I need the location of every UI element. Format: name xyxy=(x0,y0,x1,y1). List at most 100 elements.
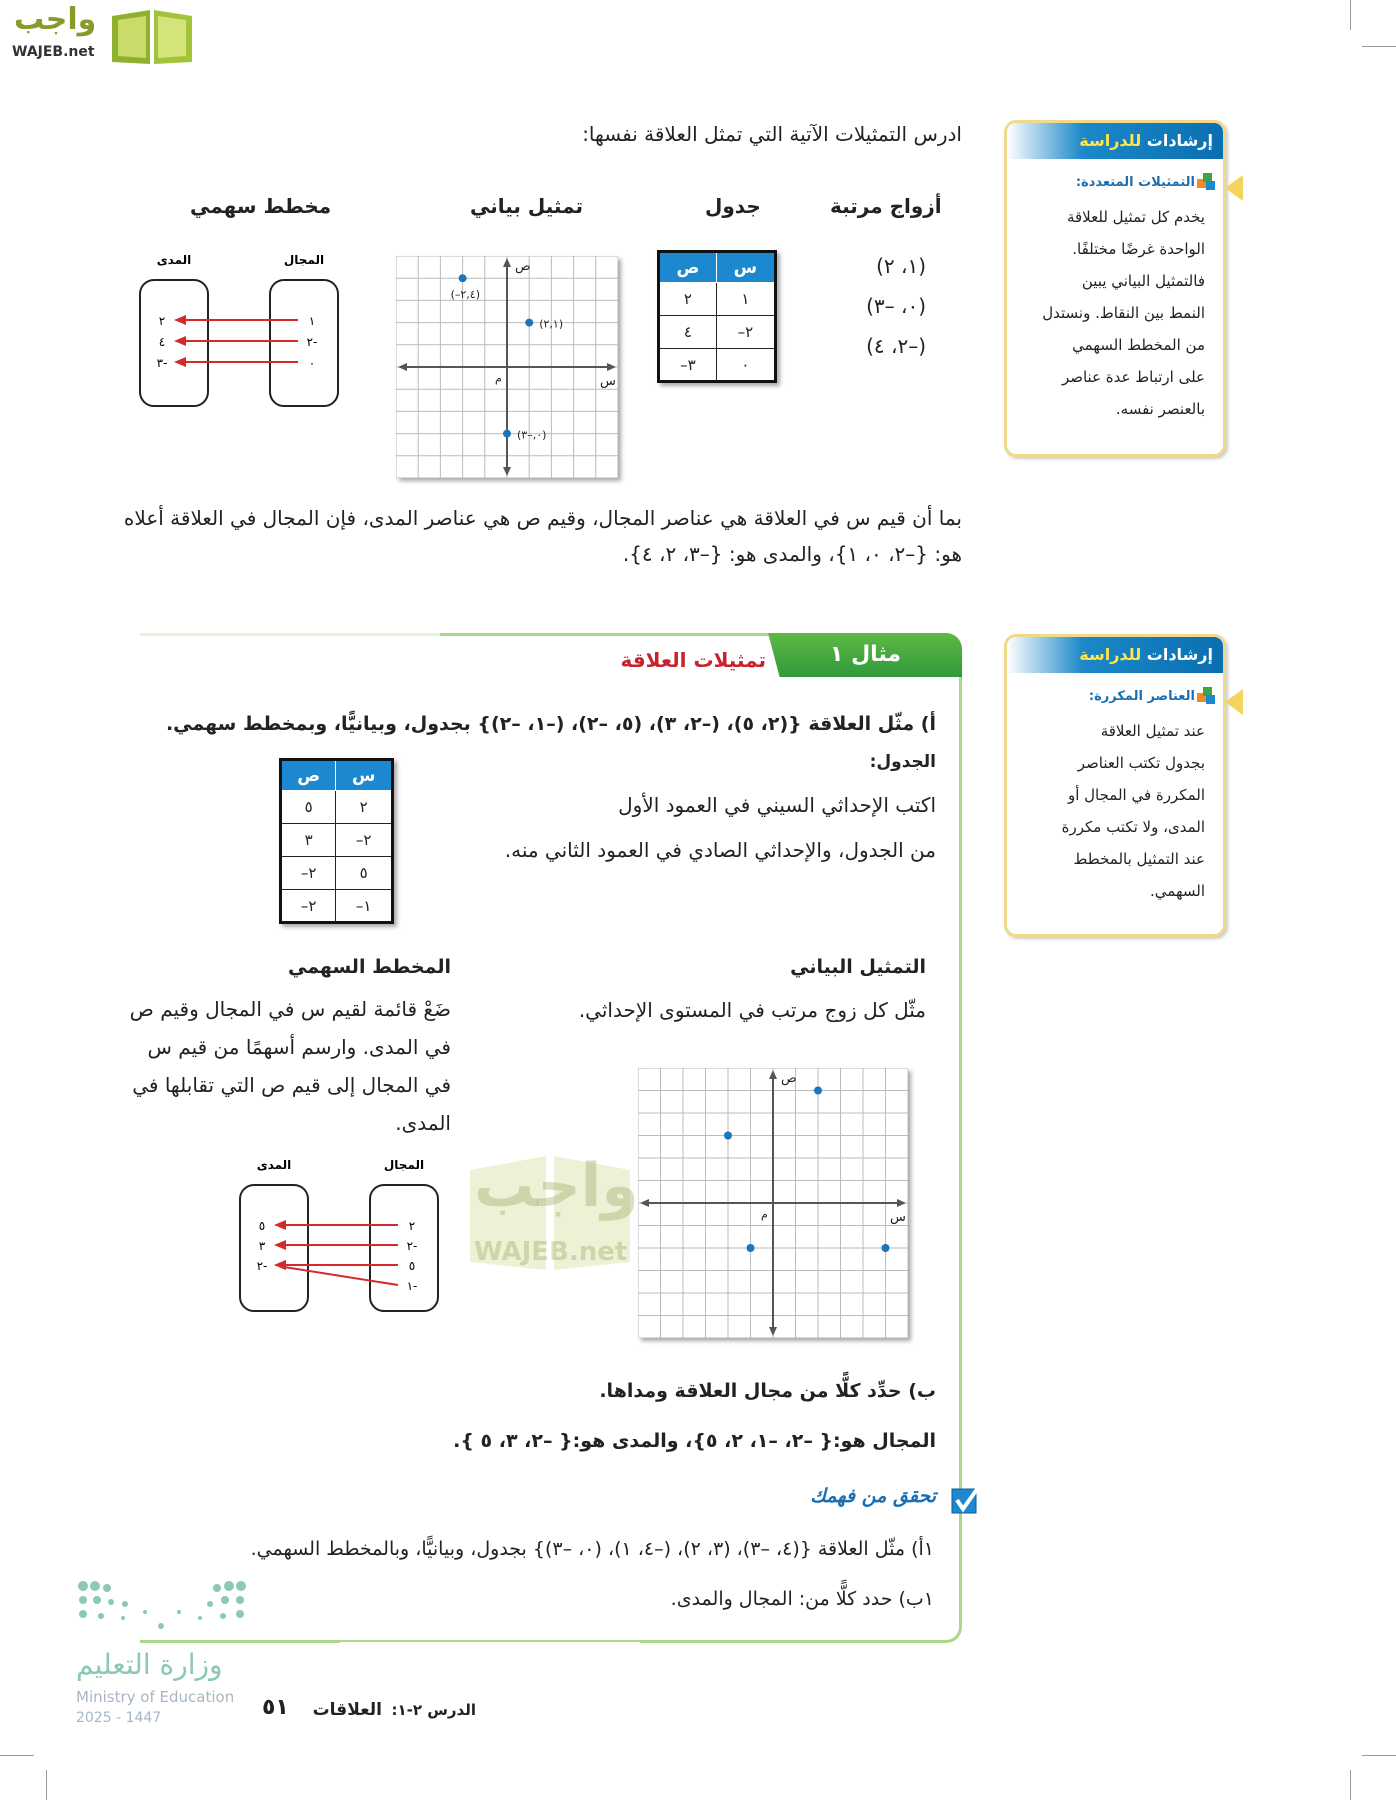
footer-lesson: الدرس ٢-١: العلاقات xyxy=(313,1700,476,1720)
domain-value: ٥ xyxy=(409,1259,415,1273)
tip-line: النمط بين النقاط. ونستدل xyxy=(1042,304,1205,322)
tip-header-b: للدراسة xyxy=(1079,131,1142,150)
example-tab-label: مثال ١ xyxy=(830,642,902,667)
domain-label: المجال xyxy=(384,1158,424,1172)
table-row: ٥ ٢– xyxy=(279,856,393,890)
cell: ٤ xyxy=(658,315,717,349)
range-value: ٢- xyxy=(257,1259,268,1273)
cell: ٣ xyxy=(279,823,337,857)
example-part-b: ب) حدِّد كلًّا من مجال العلاقة ومداها. xyxy=(599,1380,936,1402)
tip-header-a: إرشادات xyxy=(1146,131,1213,150)
ministry-name-english: Ministry of Education xyxy=(76,1688,235,1706)
footer-lesson-number: الدرس ٢-١: xyxy=(391,1701,476,1719)
range-box xyxy=(239,1184,309,1312)
puzzle-icon xyxy=(1197,687,1215,704)
mapping-text-line: في المدى. وارسم أسهمًا من قيم س xyxy=(147,1035,452,1059)
cell: ٣– xyxy=(658,348,717,382)
mapping-heading: المخطط السهمي xyxy=(287,956,451,978)
tip-pointer xyxy=(1225,689,1243,715)
tip-header: إرشادات للدراسة xyxy=(1007,637,1223,673)
cell: ٢– xyxy=(335,823,393,857)
data-point xyxy=(503,429,511,438)
point-label: (–٢,٤) xyxy=(451,288,480,301)
intro-coordinate-graph: س ص م (–٢,٤) (٢,١) (٠,–٣) xyxy=(396,256,618,478)
point-label: (٢,١) xyxy=(539,318,563,331)
cell: ٢– xyxy=(279,889,337,923)
cell: ٢ xyxy=(658,282,717,316)
heading-pairs: أزواج مرتبة xyxy=(830,194,942,218)
x-axis-label: س xyxy=(600,374,616,389)
domain-box xyxy=(269,279,339,407)
tip-line: على ارتباط عدة عناصر xyxy=(1061,368,1205,386)
table-text-2: من الجدول، والإحداثي الصادي في العمود ال… xyxy=(504,838,936,862)
domain-value: ٠ xyxy=(309,356,315,370)
example-part-a: أ) مثّل العلاقة {(٢، ٥)، (–٢، ٣)، (٥، –٢… xyxy=(165,713,936,735)
graph-heading: التمثيل البياني xyxy=(790,956,926,978)
example-coordinate-graph: س ص م xyxy=(638,1068,908,1338)
cell: ١– xyxy=(335,889,393,923)
data-point xyxy=(458,274,467,283)
tip-line: يخدم كل تمثيل للعلاقة xyxy=(1066,208,1205,226)
intro-instruction: ادرس التمثيلات الآتية التي تمثل العلاقة … xyxy=(582,122,962,146)
example-tab xyxy=(768,633,962,677)
domain-value: ٢ xyxy=(409,1219,415,1233)
wajeb-logo[interactable]: واجب WAJEB.net xyxy=(6,2,196,68)
ordered-pair: (١، ٢) xyxy=(876,254,926,278)
tip-pointer xyxy=(1225,175,1243,201)
cell: ٥ xyxy=(279,790,337,824)
study-tip-multiple-representations: إرشادات للدراسة التمثيلات المتعددة: يخدم… xyxy=(1004,120,1243,457)
heading-table: جدول xyxy=(705,194,761,218)
domain-value: ٢- xyxy=(407,1239,418,1253)
range-label: المدى xyxy=(257,1158,292,1172)
table-header-x: س xyxy=(715,251,777,283)
data-point xyxy=(525,318,534,327)
range-box xyxy=(139,279,209,407)
cell: ١ xyxy=(715,282,777,316)
logo-latin: WAJEB.net xyxy=(12,44,95,60)
tip-line: السهمي. xyxy=(1150,882,1205,900)
crop-mark xyxy=(1350,0,1351,30)
tip-line: المدى، ولا تكتب مكررة xyxy=(1061,818,1205,836)
watermark-book-icon xyxy=(470,1156,630,1270)
tip-header-a: إرشادات xyxy=(1146,645,1213,664)
fade xyxy=(140,633,440,637)
footer-lesson-title: العلاقات xyxy=(312,1700,382,1720)
x-axis-label: س xyxy=(890,1210,906,1225)
cell: ٢ xyxy=(335,790,393,824)
example-title: تمثيلات العلاقة xyxy=(620,648,766,672)
page-number: ٥١ xyxy=(262,1695,289,1720)
fade xyxy=(340,1642,640,1646)
mapping-arrowhead xyxy=(274,1240,286,1250)
tip-subtitle: التمثيلات المتعددة: xyxy=(1075,175,1195,190)
cell: ٢– xyxy=(279,856,337,890)
tip-body: عند تمثيل العلاقة بجدول تكتب العناصر المكر… xyxy=(1015,715,1205,907)
tip-subtitle: العناصر المكررة: xyxy=(1088,689,1195,704)
conclusion-line-2: هو: {–٢، ٠، ١}، والمدى هو: {–٣، ٢، ٤}. xyxy=(622,542,962,566)
mapping-arrowhead xyxy=(274,1220,286,1230)
check-exercise-1a[interactable]: ١أ) مثّل العلاقة {(٤، –٣)، (٣، ٢)، (–٤، … xyxy=(250,1538,934,1560)
mapping-text: ضَعْ قائمة لقيم س في المجال وقيم ص في الم… xyxy=(130,990,451,1142)
example-part-b-answer: المجال هو:{ –٢، –١، ٢، ٥}، والمدى هو:{ –… xyxy=(453,1430,936,1452)
range-value: ٣ xyxy=(259,1239,266,1253)
study-tip-repeated-elements: إرشادات للدراسة العناصر المكررة: عند تمث… xyxy=(1004,634,1243,937)
watermark-latin: WAJEB.net xyxy=(474,1237,628,1267)
intro-mapping-diagram: المجال المدى ١ ٢- ٠ ٢ ٤ ٣- xyxy=(139,253,339,407)
check-exercise-1b[interactable]: ١ب) حدد كلًّا من: المجال والمدى. xyxy=(670,1588,934,1610)
mapping-text-line: ضَعْ قائمة لقيم س في المجال وقيم ص xyxy=(129,997,451,1021)
example-box xyxy=(140,633,962,1643)
domain-value: ٢- xyxy=(307,335,318,349)
tip-line: الواحدة غرضًا مختلفًا. xyxy=(1072,240,1205,258)
tip-line: المكررة في المجال أو xyxy=(1067,786,1205,804)
checkmark-icon xyxy=(951,1485,982,1514)
tip-line: عند التمثيل بالمخطط xyxy=(1073,850,1205,868)
mapping-arrow xyxy=(283,1266,399,1286)
graph-text: مثّل كل زوج مرتب في المستوى الإحداثي. xyxy=(578,998,926,1022)
domain-value: ١- xyxy=(407,1279,418,1293)
data-point xyxy=(724,1131,732,1140)
table-row: ١– ٢– xyxy=(279,889,393,923)
mapping-text-line: المدى. xyxy=(395,1111,451,1135)
ministry-dots-logo xyxy=(78,1581,246,1629)
tip-line: بجدول تكتب العناصر xyxy=(1077,754,1205,772)
